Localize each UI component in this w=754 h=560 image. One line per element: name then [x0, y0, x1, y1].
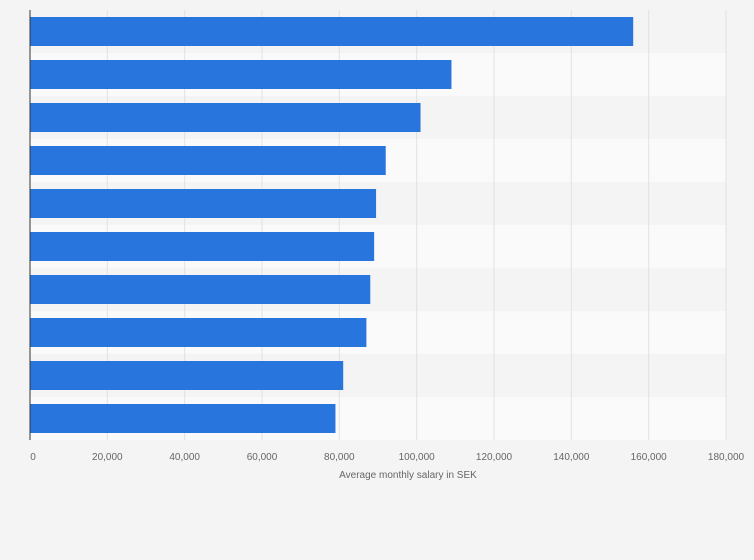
- bars: [30, 17, 634, 433]
- x-tick-label: 140,000: [553, 452, 590, 463]
- x-tick-label: 60,000: [247, 452, 278, 463]
- x-axis-ticks: 0 20,000 40,000 60,000 80,000 100,000 120,000 1…: [30, 452, 744, 463]
- bar: [30, 189, 377, 218]
- bar: [30, 17, 634, 46]
- bar: [30, 146, 386, 175]
- bar: [30, 232, 375, 261]
- x-tick-label: 120,000: [476, 452, 513, 463]
- bar: [30, 318, 367, 347]
- x-tick-label: 80,000: [324, 452, 355, 463]
- x-tick-label: 160,000: [631, 452, 668, 463]
- bar: [30, 60, 452, 89]
- bar: [30, 404, 336, 433]
- bar: [30, 275, 371, 304]
- x-tick-label: 0: [30, 452, 36, 463]
- x-tick-label: 20,000: [92, 452, 123, 463]
- bar: [30, 103, 421, 132]
- x-axis-title: Average monthly salary in SEK: [339, 470, 477, 481]
- x-tick-label: 180,000: [708, 452, 745, 463]
- x-tick-label: 100,000: [399, 452, 436, 463]
- bar: [30, 361, 344, 390]
- x-tick-label: 40,000: [169, 452, 200, 463]
